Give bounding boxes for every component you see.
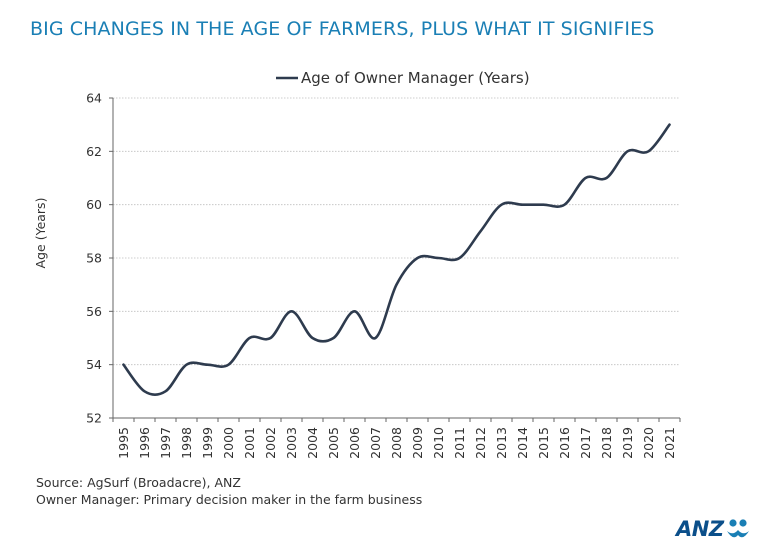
y-tick-label: 58 [86,251,102,266]
y-tick-label: 52 [86,411,102,426]
x-tick-label: 2006 [347,427,362,459]
x-tick-label: 1998 [179,427,194,459]
x-tick-label: 2003 [284,427,299,459]
x-tick-label: 2008 [389,427,404,459]
x-tick-label: 2013 [494,427,509,459]
gridlines [113,97,680,366]
x-tick-label: 2009 [410,427,425,459]
y-tick-label: 64 [86,91,102,106]
x-tick-label: 2012 [473,427,488,459]
x-tick-label: 2002 [263,427,278,459]
owner-manager-note: Owner Manager: Primary decision maker in… [36,492,423,507]
x-tick-label: 2005 [326,427,341,459]
legend-label: Age of Owner Manager (Years) [301,69,530,87]
series-line [122,123,671,396]
y-tick-label: 60 [86,197,102,212]
y-tick-label: 54 [86,357,102,372]
x-tick-label: 1999 [200,427,215,459]
x-tick-label: 1995 [116,427,131,459]
source-line: Source: AgSurf (Broadacre), ANZ [36,475,241,490]
anz-logo: ANZ [676,516,752,542]
legend: Age of Owner Manager (Years) [276,69,530,87]
x-tick-label: 2000 [221,427,236,459]
x-tick-label: 2001 [242,427,257,459]
y-axis-label: Age (Years) [33,198,48,269]
x-tick-label: 2018 [599,427,614,459]
x-tick-label: 2014 [515,427,530,459]
x-tick-label: 2010 [431,427,446,459]
x-tick-label: 2011 [452,427,467,459]
anz-people-icon [726,519,749,538]
axes: 52 54 56 58 60 62 64 1995 1996 1997 1998 1999 2000 20… [86,91,681,459]
logo-text: ANZ [676,517,724,541]
x-tick-label: 2007 [368,427,383,459]
page-title: BIG CHANGES IN THE AGE OF FARMERS, PLUS … [30,18,655,40]
x-tick-label: 2019 [620,427,635,459]
x-tick-label: 1997 [158,427,173,459]
x-tick-label: 1996 [137,427,152,459]
x-tick-label: 2004 [305,427,320,459]
x-tick-label: 2015 [536,427,551,459]
x-tick-label: 2017 [578,427,593,459]
y-tick-label: 56 [86,304,102,319]
y-tick-label: 62 [86,144,102,159]
x-tick-label: 2020 [641,427,656,459]
series-layer [122,123,671,396]
x-tick-label: 2021 [662,427,677,459]
source-note: Source: AgSurf (Broadacre), ANZ Owner Ma… [36,474,422,508]
x-tick-label: 2016 [557,427,572,459]
